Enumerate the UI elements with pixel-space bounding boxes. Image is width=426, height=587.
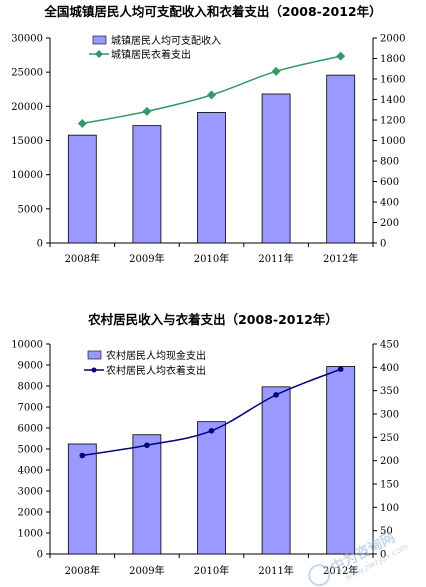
chart-2-bar [197, 421, 226, 555]
chart-2-line-point [144, 442, 150, 449]
chart-2-right-tick-label: 300 [380, 410, 399, 421]
chart-1-category-label: 2008年 [65, 252, 100, 265]
chart-1-line-point [77, 118, 87, 128]
chart-1-right-tick-label: 600 [380, 177, 399, 188]
chart-1-left-tick-label: 5000 [18, 204, 43, 215]
chart-1-left-tick-label: 25000 [11, 68, 43, 79]
chart-1-right-tick-label: 400 [380, 198, 399, 209]
chart-2-category-label: 2008年 [65, 564, 100, 577]
chart-2-right-tick-label: 100 [380, 503, 399, 514]
chart-2-category-label: 2012年 [323, 564, 358, 577]
chart-2-bar [132, 434, 162, 555]
watermark-logo-icon [308, 564, 331, 587]
chart-1-bar [261, 93, 291, 244]
chart-1-legend-label-bar: 城镇居民人均可支配收入 [111, 34, 221, 47]
chart-2-title: 农村居民收入与衣着支出（2008-2012年） [88, 312, 338, 327]
chart-2-legend-label-bar: 农村居民人均现金支出 [106, 349, 206, 362]
chart-1-legend-label-line: 城镇居民衣着支出 [111, 48, 191, 61]
chart-2-right-tick-label: 0 [380, 550, 386, 561]
chart-2-line-point [208, 428, 215, 434]
chart-1-right-tick-label: 0 [380, 239, 386, 250]
chart-1-line-point [142, 106, 152, 116]
chart-2-left-tick-label: 3000 [18, 487, 43, 498]
chart-2-right-tick-label: 50 [380, 526, 393, 537]
chart-1-bar [132, 125, 162, 244]
chart-2-left-tick-label: 4000 [18, 466, 43, 477]
chart-1-title: 全国城镇居民人均可支配收入和衣着支出（2008-2012年） [44, 4, 382, 19]
chart-1-category-label: 2011年 [258, 252, 293, 265]
chart-1-left-tick-label: 0 [37, 239, 43, 250]
chart-2-right-tick-label: 200 [380, 456, 399, 467]
chart-2-category-label: 2009年 [129, 564, 164, 577]
chart-2-line-point [79, 452, 86, 459]
chart-2-bar [326, 366, 356, 555]
chart-2-line-point [273, 392, 279, 398]
chart-1-line-point [271, 66, 281, 76]
chart-1-bar [326, 74, 356, 244]
chart-2-right-tick-label: 250 [380, 433, 399, 444]
chart-2-legend-marker [91, 367, 97, 373]
chart-1-line-point [207, 90, 216, 100]
chart-2-right-tick-label: 400 [380, 363, 399, 374]
chart-1-left-tick-label: 20000 [11, 102, 43, 113]
chart-2-left-tick-label: 6000 [18, 424, 43, 435]
chart-2-left-tick-label: 8000 [18, 382, 43, 393]
chart-1-right-tick-label: 200 [380, 218, 399, 229]
chart-1-legend-swatch-bar [92, 35, 107, 45]
chart-1-right-tick-label: 1600 [380, 75, 405, 86]
chart-2-left-tick-label: 7000 [18, 403, 43, 414]
chart-2-legend-label-line: 农村居民人均衣着支出 [106, 364, 206, 377]
chart-2-left-tick-label: 10000 [11, 340, 43, 351]
chart-1-legend-marker [95, 50, 103, 58]
chart-1-left-tick-label: 10000 [11, 170, 43, 181]
chart-2-plot: 0100020003000400050006000700080009000100… [11, 340, 410, 587]
chart-1-left-tick-label: 30000 [11, 34, 43, 45]
chart-1-right-tick-label: 1000 [380, 136, 405, 147]
chart-1-category-label: 2009年 [129, 252, 164, 265]
chart-1-line-point [336, 51, 346, 61]
chart-2-left-tick-label: 1000 [18, 529, 43, 540]
chart-2-category-label: 2011年 [258, 564, 293, 577]
chart-1-right-tick-label: 1200 [380, 116, 405, 127]
chart-2-bar [67, 443, 97, 555]
chart-1-right-tick-label: 800 [380, 157, 399, 168]
chart-1-right-tick-label: 1400 [380, 95, 405, 106]
chart-1-bar [197, 112, 226, 244]
chart-1-plot: 0 5000 10000 15000 20000 25000 30000 0 200 400 600… [11, 34, 405, 266]
chart-2-right-tick-label: 450 [380, 340, 399, 351]
chart-2-line-point [337, 366, 344, 372]
chart-2-legend-swatch-bar [87, 350, 102, 360]
chart-2-right-tick-label: 150 [380, 480, 399, 491]
chart-2-left-tick-label: 2000 [18, 508, 43, 519]
chart-2-bar [261, 386, 291, 555]
chart-1-category-label: 2012年 [323, 252, 358, 265]
chart-1-left-tick-label: 15000 [11, 136, 43, 147]
chart-2-left-tick-label: 0 [37, 550, 43, 561]
chart-2-left-tick-label: 9000 [18, 361, 43, 372]
chart-2-right-tick-label: 350 [380, 386, 399, 397]
chart-2-category-label: 2010年 [194, 564, 229, 577]
chart-1-right-tick-label: 2000 [380, 34, 405, 45]
chart-1-bar [67, 134, 97, 244]
chart-2-left-tick-label: 5000 [18, 445, 43, 456]
chart-1-category-label: 2010年 [194, 252, 229, 265]
chart-1-right-tick-label: 1800 [380, 54, 405, 65]
